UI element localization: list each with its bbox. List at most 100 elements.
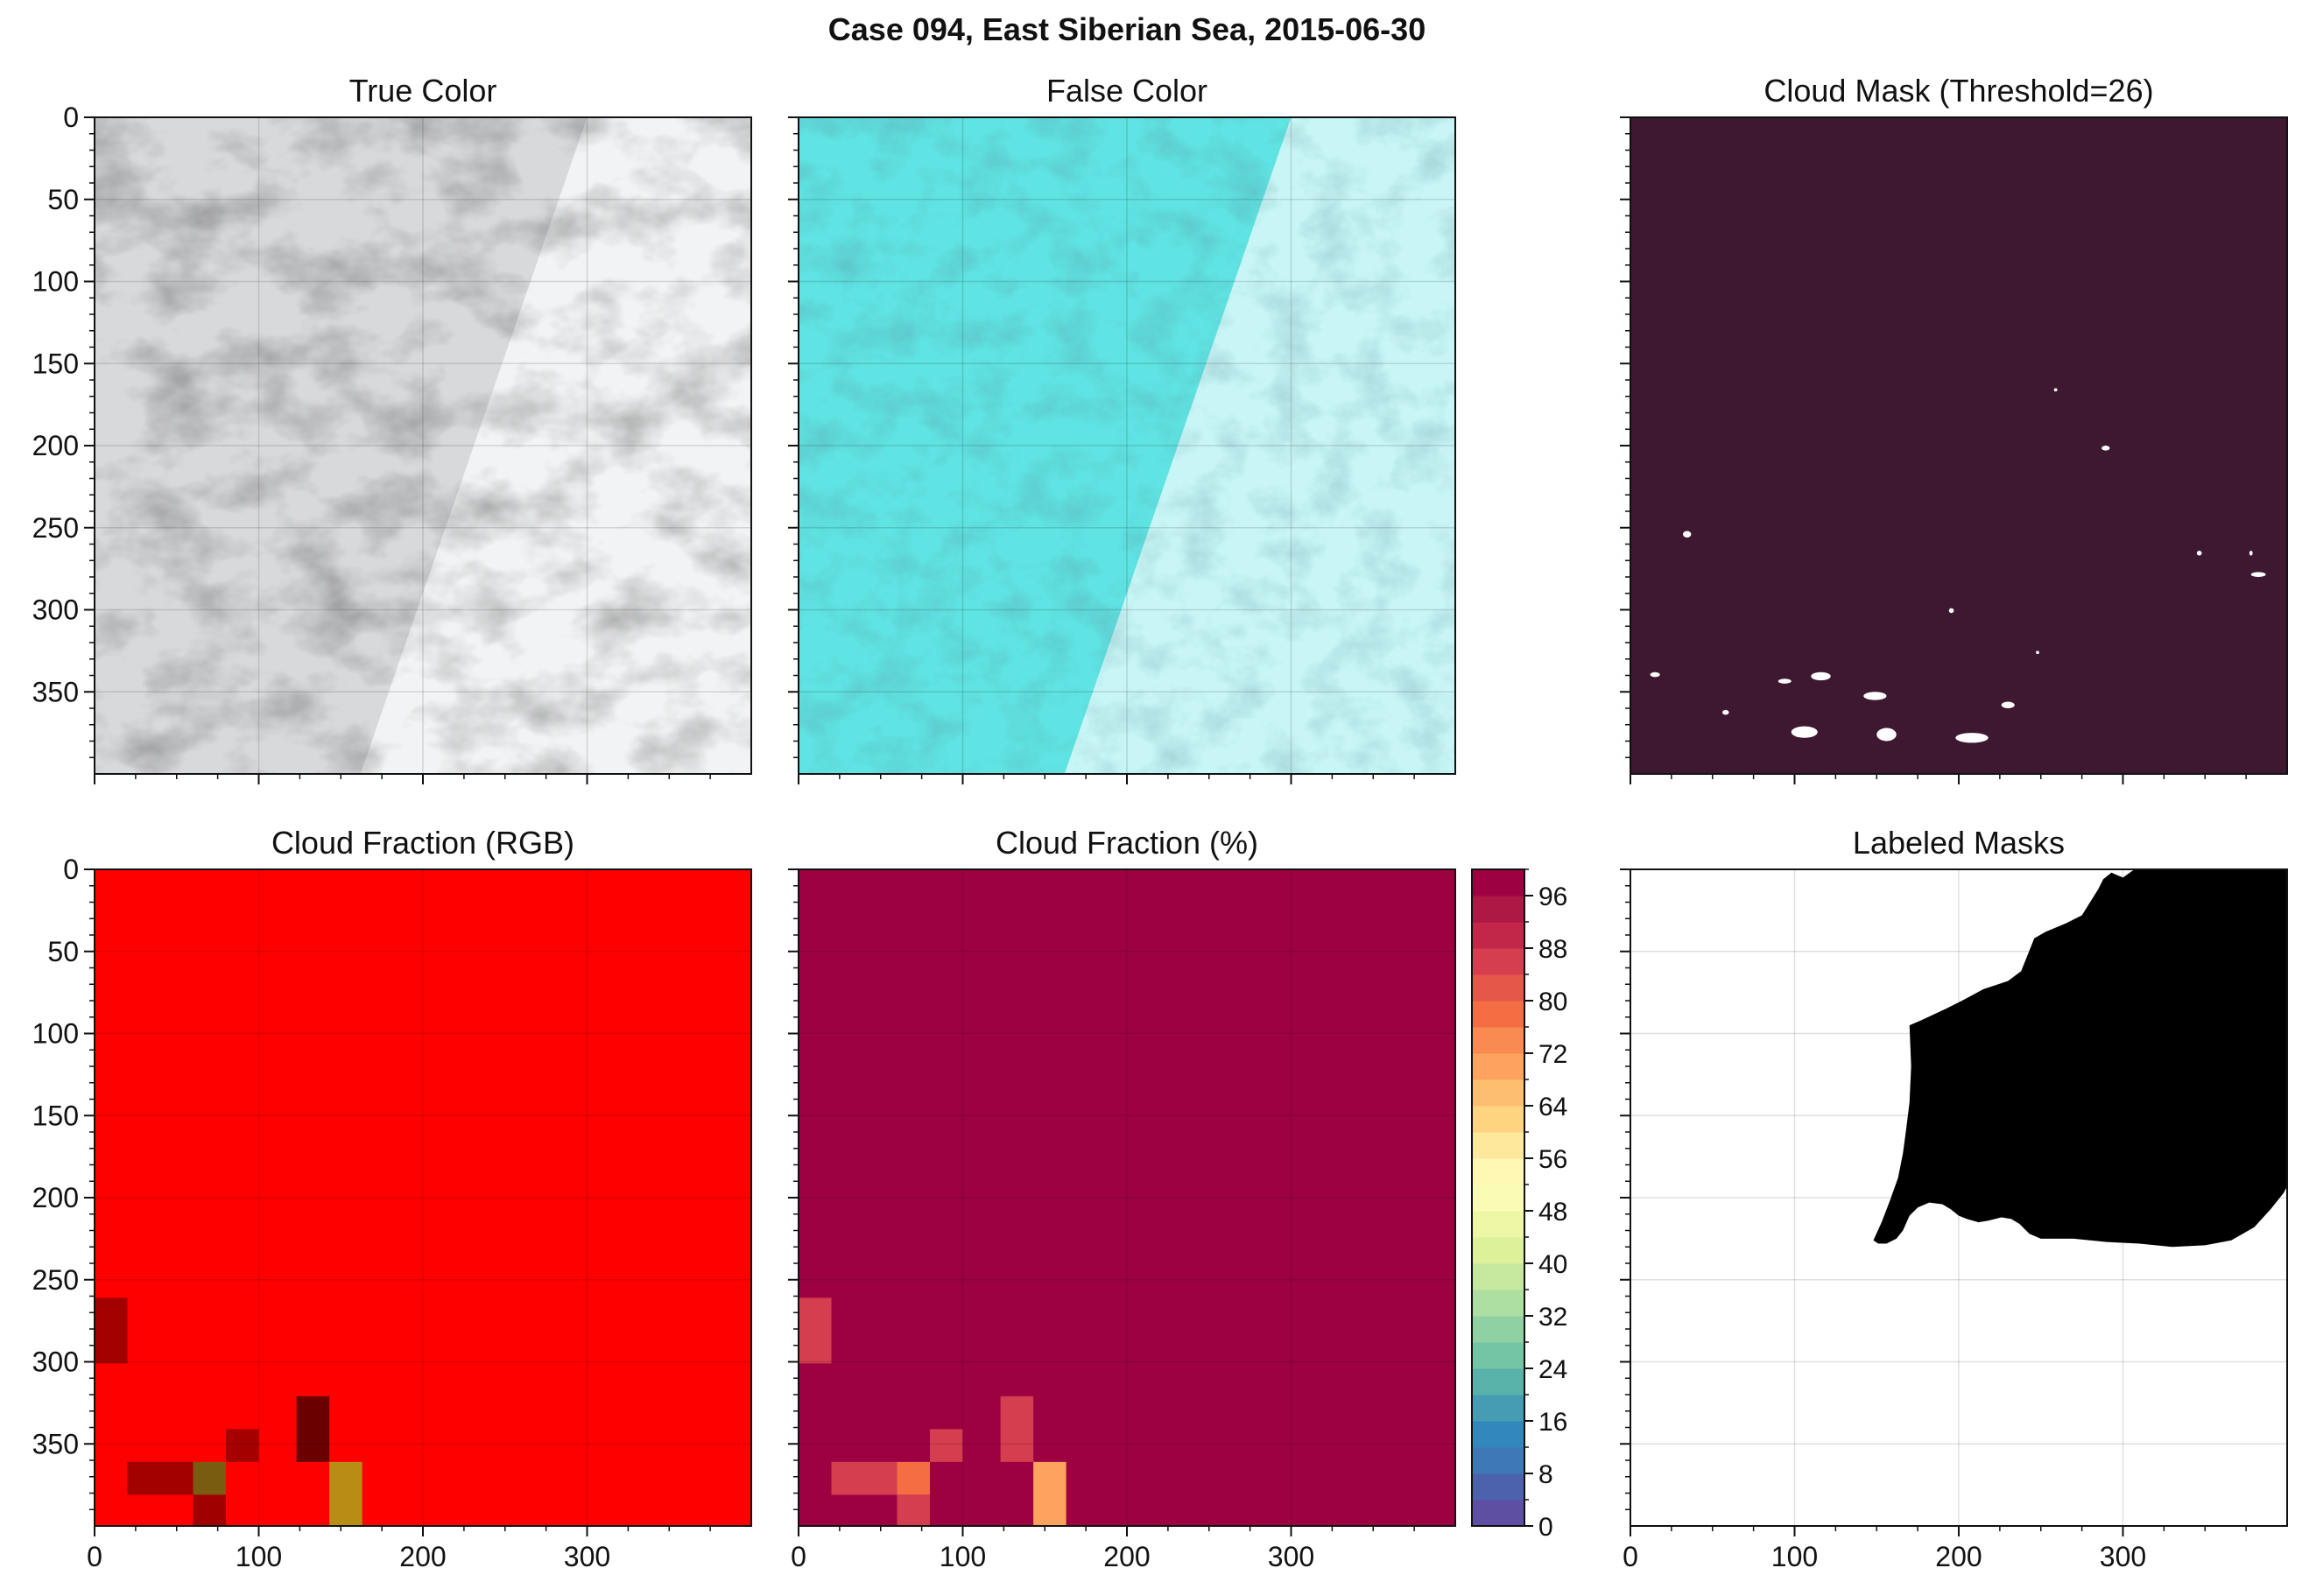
x-tick-label: 100 (1771, 1541, 1818, 1572)
gridlines (95, 869, 751, 1526)
fraction-cell (296, 1396, 330, 1462)
fraction-cell (1000, 1396, 1034, 1462)
colorbar-bin (1472, 1132, 1524, 1159)
fraction-cell (95, 1297, 128, 1364)
fraction-cell (930, 1429, 963, 1462)
clear-sky-patch (1955, 733, 1989, 743)
panel-cloud-mask: Cloud Mask (Threshold=26) (1620, 73, 2288, 784)
colorbar-tick-label: 80 (1538, 988, 1567, 1016)
x-tick-label: 0 (791, 1541, 806, 1572)
y-axis (788, 868, 799, 1510)
colorbar-tick-label: 32 (1538, 1303, 1567, 1332)
axes-title: Cloud Mask (Threshold=26) (1763, 73, 2153, 109)
y-tick-label: 250 (32, 512, 79, 544)
plot-area (95, 869, 751, 1526)
axes-title: Labeled Masks (1853, 825, 2065, 861)
colorbar-bin (1472, 1368, 1524, 1396)
x-tick-label: 300 (1268, 1541, 1314, 1572)
axes-title: True Color (349, 73, 497, 109)
clear-sky-patch (1948, 608, 1954, 614)
axes-title: Cloud Fraction (RGB) (271, 825, 574, 861)
y-tick-label: 100 (32, 1018, 79, 1050)
colorbar-bin (1472, 1290, 1524, 1317)
clear-sky-patch (1778, 678, 1792, 684)
colorbar-bin (1472, 1395, 1524, 1422)
y-tick-label: 150 (32, 348, 79, 379)
panel-labeled-masks: Labeled Masks 0 100 200 300 (1620, 825, 2288, 1572)
colorbar-bin (1472, 1316, 1524, 1343)
y-tick-label: 150 (32, 1100, 79, 1131)
y-tick-label: 100 (32, 266, 79, 298)
cloud-texture (799, 117, 1455, 774)
clear-sky-patch (2053, 388, 2058, 392)
panel-cloud-fraction-rgb: Cloud Fraction (RGB) 0 100 200 300 0 50 100 150 2… (32, 825, 752, 1572)
x-axis: 0 100 200 300 (1623, 1526, 2247, 1572)
fraction-cell (897, 1494, 930, 1526)
gridlines (95, 117, 751, 774)
y-tick-label: 250 (32, 1264, 79, 1296)
colorbar-bin (1472, 1001, 1524, 1028)
y-axis (1620, 868, 1630, 1510)
colorbar-bin (1472, 922, 1524, 949)
x-tick-label: 300 (2100, 1541, 2146, 1572)
colorbar: 0 8 16 24 32 40 48 56 64 72 80 88 96 (1471, 868, 1567, 1542)
fraction-cell (831, 1461, 898, 1495)
clear-sky-patch (1791, 726, 1818, 738)
plot-area (799, 869, 1455, 1526)
colorbar-tick-label: 8 (1538, 1460, 1553, 1489)
clear-sky-patch (1811, 671, 1831, 681)
fraction-cell (799, 1297, 832, 1364)
clear-sky-patch (2101, 446, 2110, 451)
fraction-background (95, 869, 751, 1526)
fraction-cell (329, 1461, 363, 1526)
panel-false-color: False Color (788, 73, 1456, 784)
colorbar-bin (1472, 1500, 1524, 1527)
y-axis: 0 50 100 150 200 250 300 350 (32, 102, 95, 758)
x-tick-label: 100 (236, 1541, 282, 1572)
colorbar-frame (1471, 868, 1525, 1527)
y-axis (1620, 116, 1630, 758)
gridlines (799, 117, 1455, 774)
fraction-cell (226, 1429, 259, 1462)
clear-sky-patch (2196, 551, 2202, 556)
clear-sky-patch (2250, 572, 2266, 577)
colorbar-bin (1472, 1185, 1524, 1212)
x-axis (798, 774, 1415, 784)
colorbar-tick-label: 96 (1538, 882, 1567, 911)
panel-cloud-fraction-pct: Cloud Fraction (%) 0 100 200 300 (788, 825, 1456, 1572)
panel-true-color: True Color 0 50 100 150 200 250 300 350 (32, 73, 752, 784)
plot-area (1630, 869, 2287, 1526)
x-tick-label: 300 (564, 1541, 610, 1572)
colorbar-tick-label: 24 (1538, 1355, 1567, 1384)
y-axis: 0 50 100 150 200 250 300 350 (32, 854, 95, 1510)
clear-sky-patch (1722, 709, 1729, 715)
y-tick-label: 50 (47, 936, 79, 967)
colorbar-bin (1472, 896, 1524, 923)
y-tick-label: 0 (63, 854, 79, 885)
colorbar-bin (1472, 869, 1524, 896)
colorbar-bin (1472, 1106, 1524, 1133)
clear-sky-patch (1863, 692, 1887, 700)
colorbar-tick-label: 40 (1538, 1250, 1567, 1279)
colorbar-bin (1472, 1211, 1524, 1238)
colorbar-tick-label: 72 (1538, 1040, 1567, 1069)
colorbar-bin (1472, 1263, 1524, 1290)
colorbar-bin (1472, 1421, 1524, 1448)
y-tick-label: 350 (32, 1428, 79, 1459)
clear-sky-patch (1876, 728, 1897, 742)
colorbar-bin (1472, 1473, 1524, 1501)
colorbar-tick-label: 56 (1538, 1145, 1567, 1174)
x-axis: 0 100 200 300 (87, 1526, 711, 1572)
gridlines (1630, 869, 2287, 1526)
fraction-cell (1033, 1461, 1067, 1526)
y-axis (788, 116, 799, 758)
fraction-cell (193, 1461, 226, 1495)
colorbar-tick-label: 48 (1538, 1198, 1567, 1227)
colorbar-bin (1472, 1342, 1524, 1369)
colorbar-bin (1472, 1237, 1524, 1264)
fraction-cell (193, 1494, 226, 1526)
fraction-cell (127, 1461, 194, 1495)
colorbar-bin (1472, 1079, 1524, 1107)
colorbar-bin (1472, 974, 1524, 1002)
colorbar-bin (1472, 1027, 1524, 1054)
